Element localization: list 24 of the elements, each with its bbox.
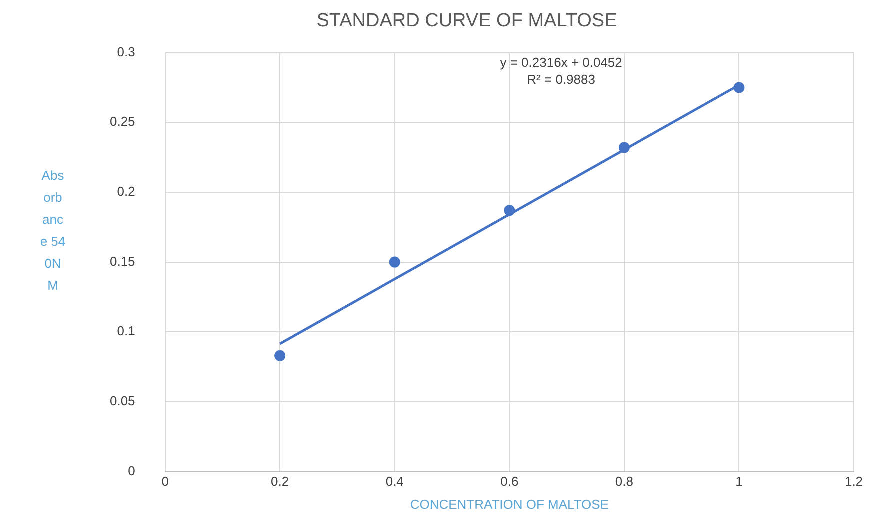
y-tick-label: 0.15 xyxy=(110,254,136,269)
y-tick-label: 0.05 xyxy=(110,394,136,409)
x-tick-label: 0.6 xyxy=(500,474,519,490)
y-tick-label: 0.25 xyxy=(110,114,136,130)
y-tick-label: 0.1 xyxy=(117,324,136,339)
x-axis-title: CONCENTRATION OF MALTOSE xyxy=(410,496,610,512)
annotation: y = 0.2316x + 0.0452 xyxy=(500,54,622,70)
annotation: R² = 0.9883 xyxy=(527,72,596,87)
y-axis-title: Absorbance 540NM xyxy=(40,167,66,295)
chart-title: STANDARD CURVE OF MALTOSE xyxy=(316,10,618,32)
x-tick-label: 0.4 xyxy=(386,474,404,490)
x-tick-label: 0.8 xyxy=(615,474,634,490)
x-tick-label: 0 xyxy=(162,474,169,490)
point xyxy=(504,205,516,216)
point xyxy=(618,142,630,154)
x-tick-label: 0.2 xyxy=(271,474,290,490)
point xyxy=(274,350,286,362)
x-tick-label: 1 xyxy=(736,474,743,490)
x-tick-label: 1.2 xyxy=(844,474,864,490)
y-tick-label: 0 xyxy=(128,463,136,478)
point xyxy=(389,256,400,268)
y-tick-label: 0.3 xyxy=(117,44,136,60)
point xyxy=(734,82,745,94)
y-tick-label: 0.2 xyxy=(117,184,136,200)
